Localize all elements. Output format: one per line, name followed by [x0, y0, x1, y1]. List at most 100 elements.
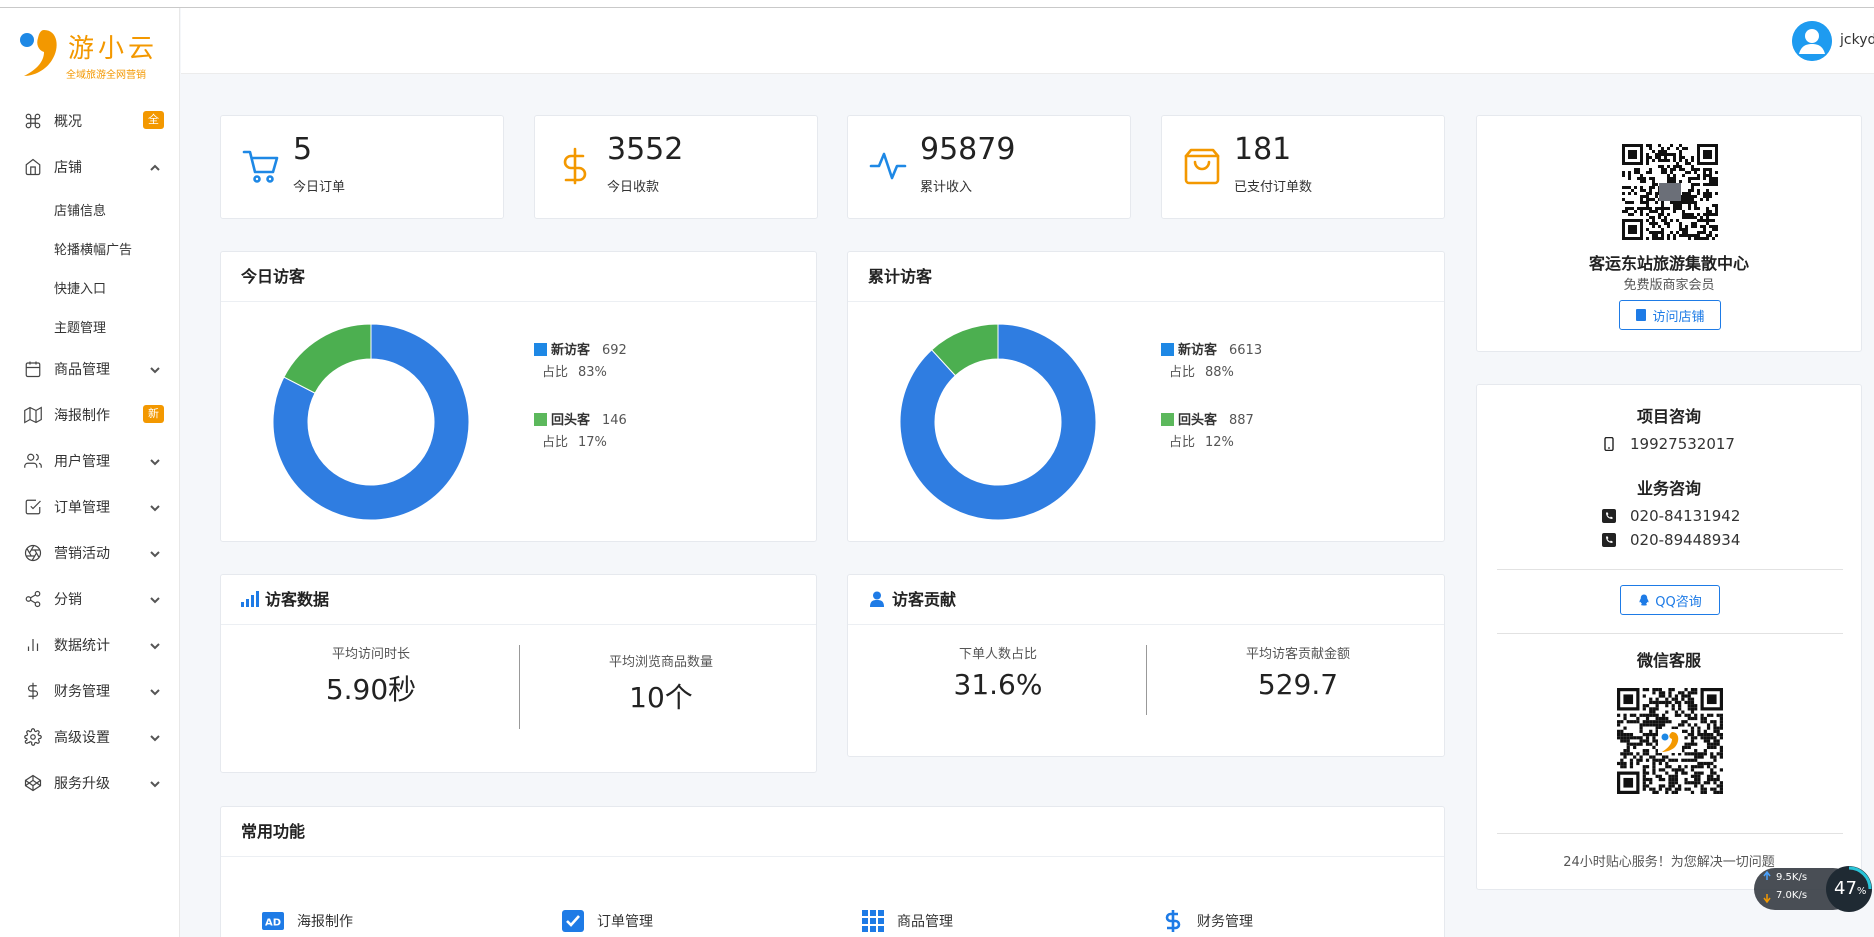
sidebar-item-advanced-settings[interactable]: 高级设置: [0, 714, 180, 760]
project-phone[interactable]: 19927532017: [1602, 435, 1735, 453]
checkbox-icon: [562, 910, 584, 932]
stat-card-total-income: 95879 累计收入: [847, 115, 1131, 219]
sidebar-subitem-store-info[interactable]: 店铺信息: [54, 204, 107, 219]
wechat-qr-code[interactable]: [1617, 688, 1723, 794]
store-qr-code[interactable]: [1622, 144, 1718, 240]
metric-value: 31.6%: [953, 668, 1043, 701]
dollar-icon: [1165, 910, 1181, 932]
chevron-down-icon: [150, 685, 160, 696]
total-visitors-donut: [899, 323, 1097, 521]
sidebar-item-statistics[interactable]: 数据统计: [0, 622, 180, 668]
function-label: 海报制作: [297, 914, 353, 930]
user-avatar-icon: [1792, 21, 1832, 61]
sidebar-subitem-shortcuts[interactable]: 快捷入口: [54, 282, 107, 297]
metric-label: 平均访问时长: [331, 647, 410, 662]
donut-slice-returning-visitors[interactable]: [930, 323, 999, 377]
home-icon: [24, 158, 42, 176]
total-visitors-panel: 累计访客 新访客 6613 占比 88% 回头客 887 占比 12%: [847, 251, 1445, 542]
legend-ratio-new: 占比 88%: [1161, 362, 1262, 384]
signal-bars-icon: [241, 591, 259, 607]
legend-name: 回头客: [551, 413, 591, 428]
stat-card-today-orders: 5 今日订单: [220, 115, 504, 219]
brand-tagline: 全域旅游全网营销: [66, 70, 146, 81]
panel-title: 访客数据: [221, 575, 816, 625]
ad-icon: AD: [262, 912, 284, 930]
sidebar-item-store[interactable]: 店铺: [0, 144, 180, 190]
visit-store-button[interactable]: 访问店铺: [1619, 300, 1721, 330]
sidebar-item-orders[interactable]: 订单管理: [0, 484, 180, 530]
metric-divider: [1146, 645, 1147, 715]
project-consult-title: 项目咨询: [1636, 407, 1701, 426]
sidebar-item-label: 用户管理: [54, 454, 110, 470]
sidebar-item-users[interactable]: 用户管理: [0, 438, 180, 484]
sidebar-item-overview[interactable]: 概况 全: [0, 98, 180, 144]
sidebar-item-finance[interactable]: 财务管理: [0, 668, 180, 714]
business-consult-title: 业务咨询: [1636, 479, 1701, 498]
chevron-down-icon: [150, 501, 160, 512]
function-label: 财务管理: [1197, 914, 1253, 930]
phone-square-icon: [1602, 533, 1616, 547]
ratio-label: 占比: [542, 435, 569, 450]
metric-avg-contribution: 平均访客贡献金额 529.7: [1168, 643, 1428, 701]
business-phone-1[interactable]: 020-84131942: [1602, 507, 1740, 525]
network-speed-widget[interactable]: 9.5K/s 7.0K/s 47%: [1754, 866, 1874, 912]
function-finance[interactable]: 财务管理: [1161, 909, 1253, 933]
stat-card-paid-orders: 181 已支付订单数: [1161, 115, 1445, 219]
check-square-icon: [24, 498, 42, 516]
command-icon: [24, 112, 42, 130]
function-poster[interactable]: AD 海报制作: [261, 909, 353, 933]
panel-title: 今日访客: [221, 252, 816, 302]
legend-value: 887: [1229, 413, 1254, 428]
total-visitors-legend: 新访客 6613 占比 88% 回头客 887 占比 12%: [1161, 340, 1262, 454]
panel-title: 常用功能: [221, 807, 1444, 857]
business-phone-2[interactable]: 020-89448934: [1602, 531, 1740, 549]
sidebar-item-label: 订单管理: [54, 500, 110, 516]
function-products[interactable]: 商品管理: [861, 909, 953, 933]
panel-title: 累计访客: [848, 252, 1444, 302]
donut-slice-returning-visitors[interactable]: [283, 323, 372, 394]
avatar[interactable]: [1792, 21, 1832, 61]
sidebar-item-label: 分销: [54, 592, 82, 608]
metric-order-ratio: 下单人数占比 31.6%: [868, 643, 1128, 701]
sidebar-item-upgrade[interactable]: 服务升级: [0, 760, 180, 806]
sidebar-item-label: 商品管理: [54, 362, 110, 378]
ratio-label: 占比: [1169, 435, 1196, 450]
legend-ratio-returning: 占比 17%: [534, 432, 627, 454]
brand-name: 游小云: [68, 34, 159, 64]
settings-icon: [24, 728, 42, 746]
dollar-icon: [24, 682, 42, 700]
legend-swatch-green: [534, 413, 547, 426]
function-orders[interactable]: 订单管理: [561, 909, 653, 933]
sidebar-item-marketing[interactable]: 营销活动: [0, 530, 180, 576]
sidebar-subitem-theme[interactable]: 主题管理: [54, 321, 107, 336]
username[interactable]: jckyd: [1840, 32, 1874, 48]
donut-slice-new-visitors[interactable]: [899, 323, 1097, 521]
stat-value: 95879: [920, 132, 1016, 167]
bookmark-icon: [1636, 309, 1647, 321]
sidebar-item-posters[interactable]: 海报制作 新: [0, 392, 180, 438]
legend-swatch-green: [1161, 413, 1174, 426]
window-top-border: [0, 0, 1874, 8]
sidebar-subitem-banner-ads[interactable]: 轮播横幅广告: [54, 243, 133, 258]
logo-mark-icon: [20, 30, 57, 76]
shopping-bag-icon: [1182, 146, 1222, 186]
qq-consult-button[interactable]: QQ咨询: [1620, 585, 1720, 615]
cart-icon: [241, 146, 281, 186]
chevron-up-icon: [150, 161, 160, 171]
sidebar-nav: 概况 全 店铺 店铺信息 轮播横幅广告 快捷入口 主题管理 商品管理 海报制作 …: [0, 98, 180, 806]
sidebar-item-label: 店铺: [54, 160, 82, 176]
sidebar-item-products[interactable]: 商品管理: [0, 346, 180, 392]
legend-value: 6613: [1229, 343, 1263, 358]
wechat-service-title: 微信客服: [1636, 651, 1701, 670]
ratio-value: 88%: [1205, 365, 1234, 380]
donut-slice-new-visitors[interactable]: [272, 323, 470, 521]
logo[interactable]: 游小云 全域旅游全网营销: [18, 26, 168, 84]
codepen-icon: [24, 774, 42, 792]
users-icon: [24, 452, 42, 470]
function-label: 商品管理: [897, 914, 953, 930]
stat-value: 3552: [607, 132, 684, 167]
sidebar-item-distribution[interactable]: 分销: [0, 576, 180, 622]
sidebar-item-label: 服务升级: [54, 776, 110, 792]
mobile-phone-icon: [1604, 437, 1614, 451]
stat-card-today-receipts: 3552 今日收款: [534, 115, 818, 219]
